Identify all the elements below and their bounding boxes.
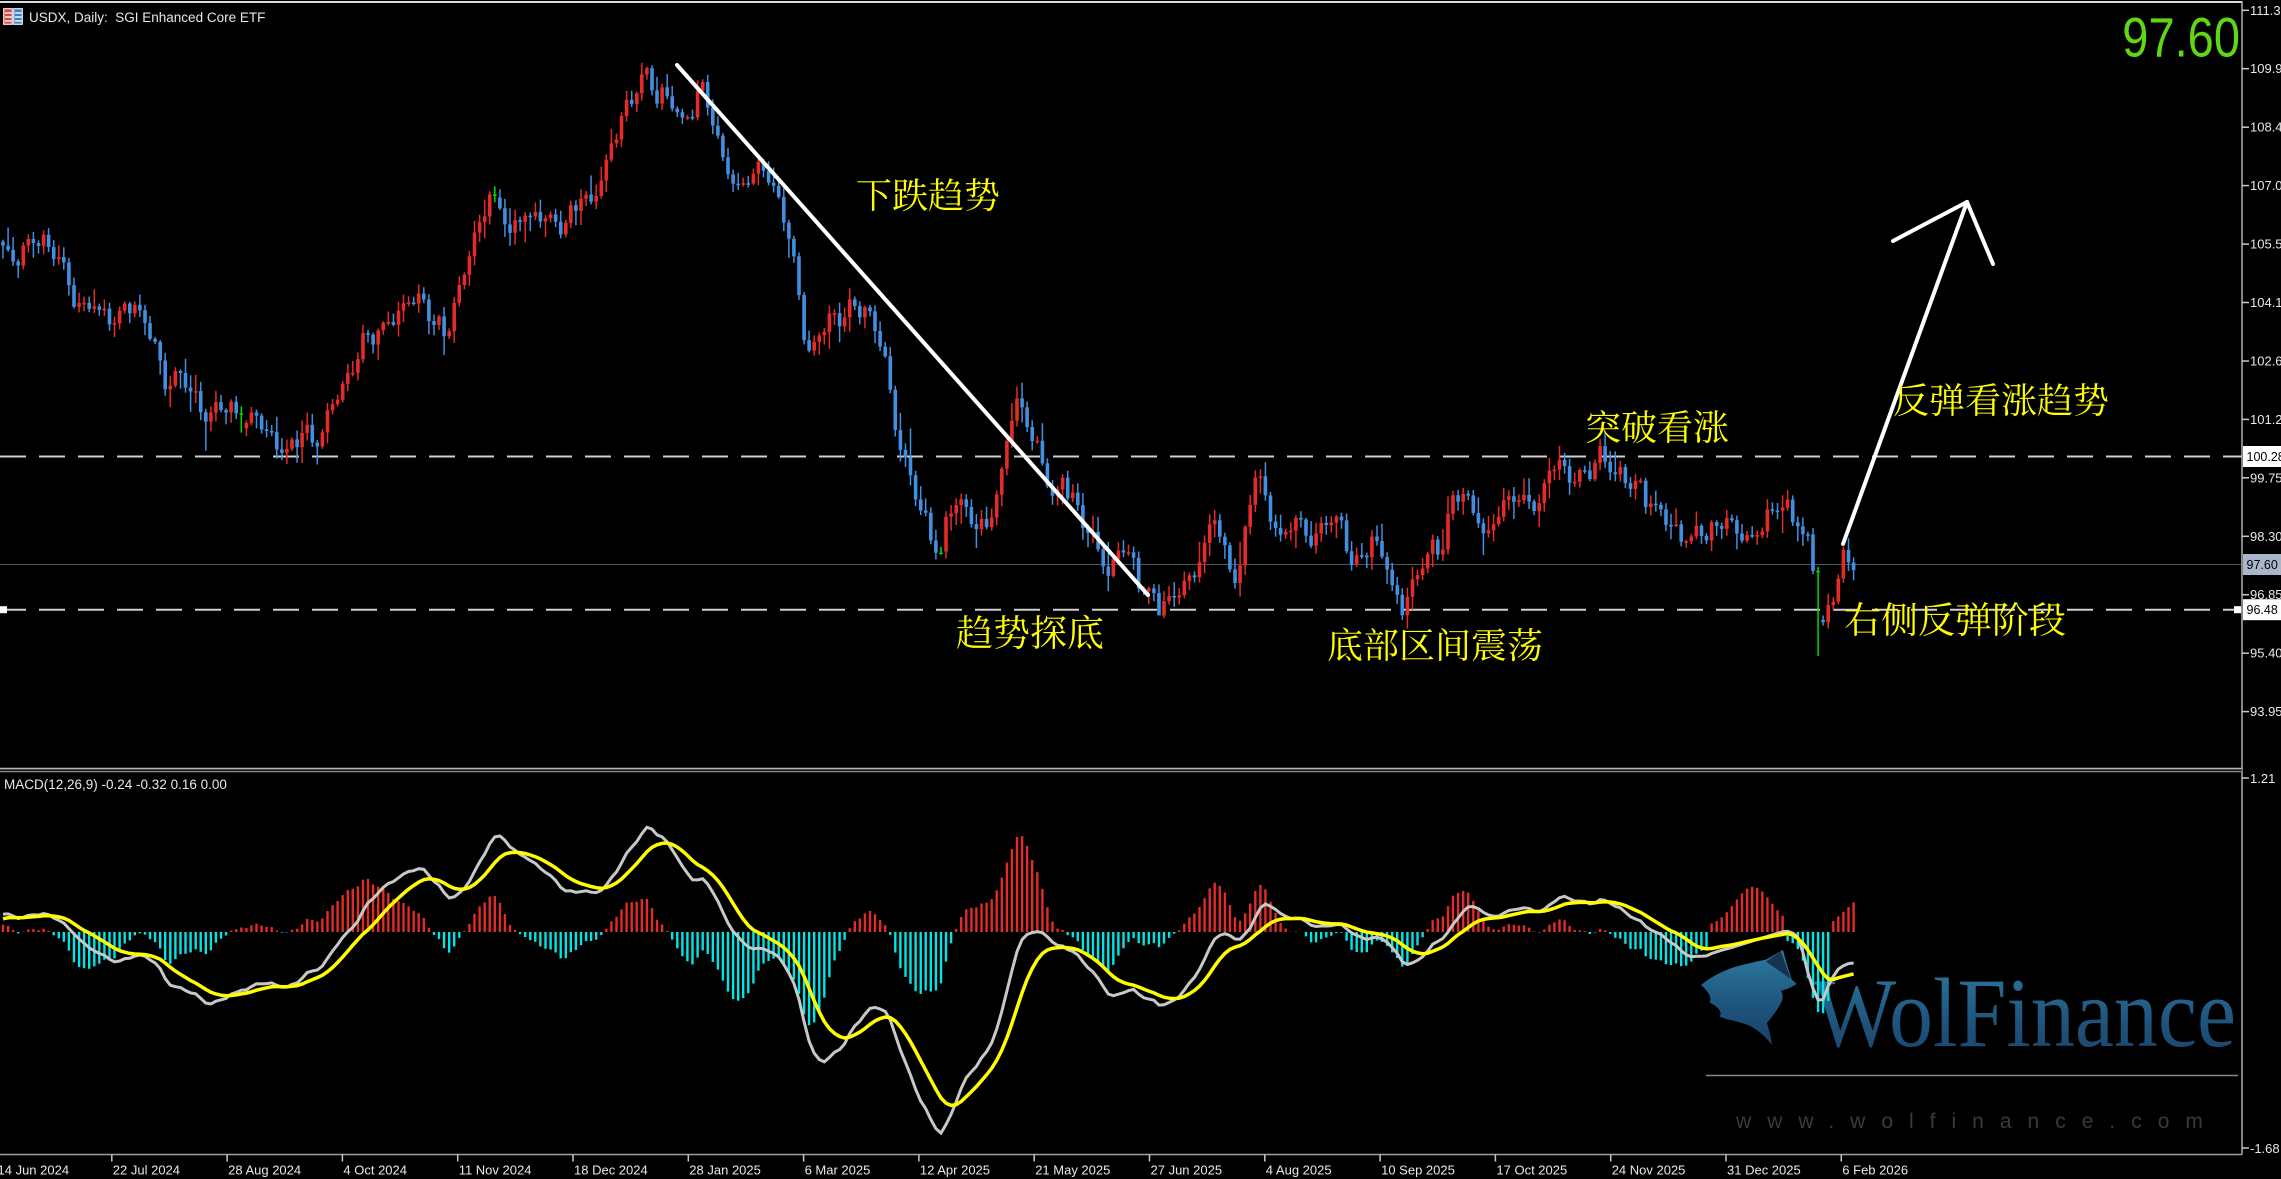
svg-text:6 Feb 2026: 6 Feb 2026 (1842, 1163, 1908, 1178)
svg-text:18 Dec 2024: 18 Dec 2024 (574, 1163, 648, 1178)
svg-text:97.60: 97.60 (2247, 558, 2278, 572)
svg-text:24 Nov 2025: 24 Nov 2025 (1612, 1163, 1686, 1178)
svg-text:USDX, Daily: SGI Enhanced Cor: USDX, Daily: SGI Enhanced Core ETF (29, 10, 265, 25)
svg-text:96.85: 96.85 (2250, 587, 2281, 602)
svg-text:98.30: 98.30 (2250, 529, 2281, 544)
svg-text:108.45: 108.45 (2250, 120, 2281, 135)
svg-text:WolFinance: WolFinance (1813, 959, 2236, 1068)
svg-text:102.65: 102.65 (2250, 354, 2281, 369)
svg-text:99.75: 99.75 (2250, 470, 2281, 485)
svg-text:105.55: 105.55 (2250, 237, 2281, 252)
svg-text:1.21: 1.21 (2250, 771, 2275, 786)
svg-text:107.00: 107.00 (2250, 178, 2281, 193)
svg-text:28 Aug 2024: 28 Aug 2024 (228, 1163, 301, 1178)
svg-text:95.40: 95.40 (2250, 646, 2281, 661)
svg-text:109.90: 109.90 (2250, 61, 2281, 76)
svg-text:27 Jun 2025: 27 Jun 2025 (1151, 1163, 1223, 1178)
svg-text:11 Nov 2024: 11 Nov 2024 (459, 1163, 532, 1178)
svg-text:-1.68: -1.68 (2250, 1141, 2280, 1156)
svg-text:97.60: 97.60 (2122, 6, 2240, 69)
svg-text:111.35: 111.35 (2250, 3, 2281, 18)
svg-text:21 May 2025: 21 May 2025 (1035, 1163, 1110, 1178)
svg-text:12 Apr 2025: 12 Apr 2025 (920, 1163, 990, 1178)
svg-text:96.48: 96.48 (2247, 603, 2278, 617)
svg-text:104.10: 104.10 (2250, 295, 2281, 310)
svg-text:31 Dec 2025: 31 Dec 2025 (1727, 1163, 1801, 1178)
svg-text:22 Jul 2024: 22 Jul 2024 (113, 1163, 180, 1178)
svg-text:93.95: 93.95 (2250, 704, 2281, 719)
svg-text:www.wolfinance.com: www.wolfinance.com (1735, 1110, 2219, 1133)
svg-text:14 Jun 2024: 14 Jun 2024 (0, 1163, 69, 1178)
svg-text:100.28: 100.28 (2247, 450, 2281, 464)
svg-text:10 Sep 2025: 10 Sep 2025 (1381, 1163, 1455, 1178)
svg-text:28 Jan 2025: 28 Jan 2025 (689, 1163, 761, 1178)
svg-text:17 Oct 2025: 17 Oct 2025 (1496, 1163, 1567, 1178)
svg-text:MACD(12,26,9) -0.24 -0.32 0.16: MACD(12,26,9) -0.24 -0.32 0.16 0.00 (4, 777, 227, 792)
svg-text:101.20: 101.20 (2250, 412, 2281, 427)
svg-text:6 Mar 2025: 6 Mar 2025 (805, 1163, 871, 1178)
svg-text:4 Aug 2025: 4 Aug 2025 (1266, 1163, 1332, 1178)
svg-text:4 Oct 2024: 4 Oct 2024 (343, 1163, 407, 1178)
